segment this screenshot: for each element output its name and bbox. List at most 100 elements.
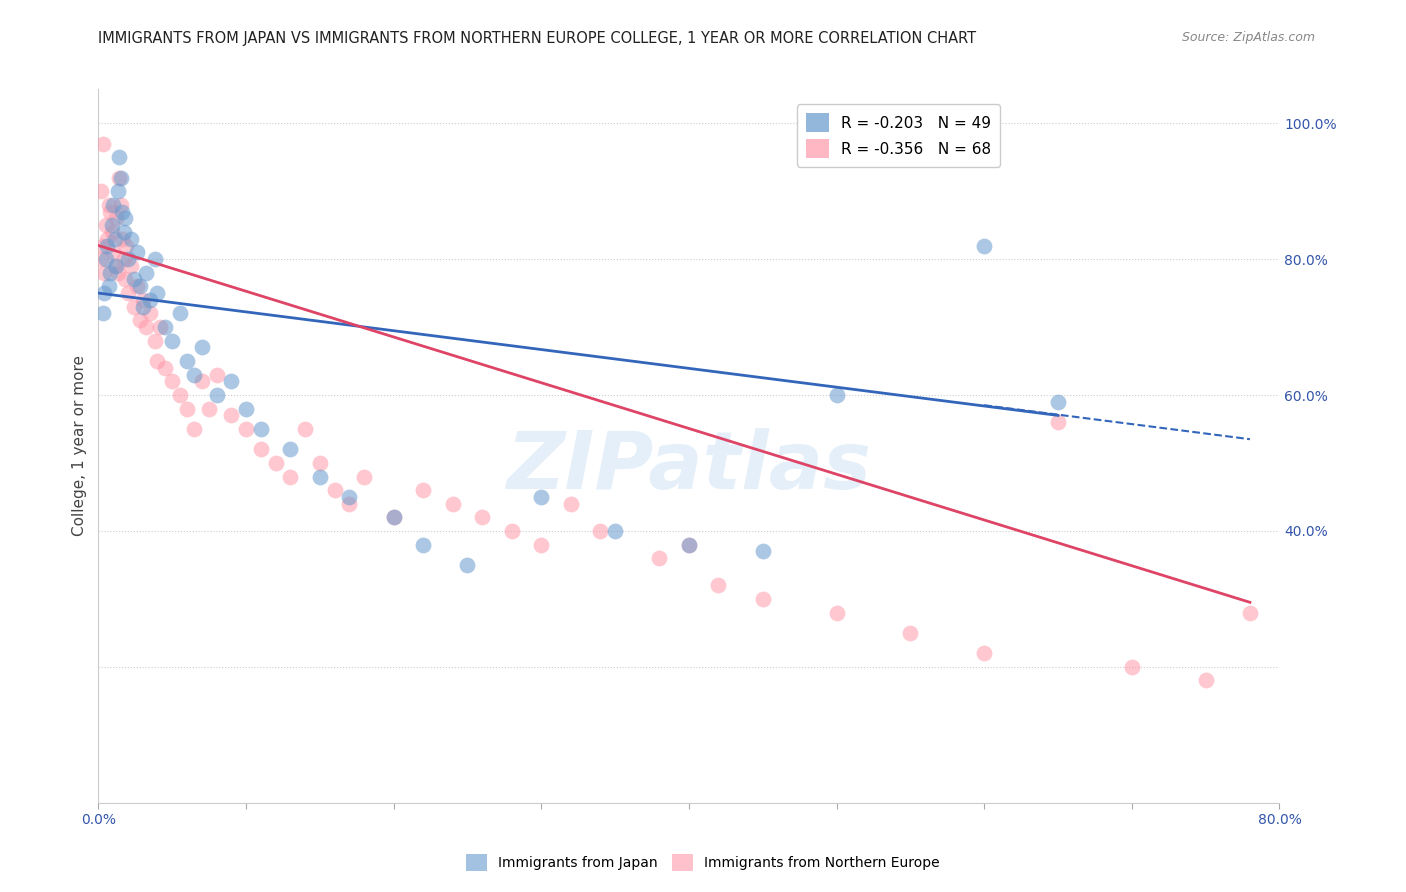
Point — [250, 442, 273, 457]
Point — [412, 483, 434, 498]
Point — [162, 334, 183, 348]
Point — [90, 252, 112, 266]
Point — [112, 252, 135, 266]
Point — [605, 524, 627, 538]
Point — [183, 368, 205, 382]
Point — [501, 524, 523, 538]
Point — [382, 510, 405, 524]
Point — [108, 170, 131, 185]
Point — [309, 469, 332, 483]
Point — [105, 211, 128, 226]
Point — [110, 198, 132, 212]
Point — [162, 375, 183, 389]
Point — [122, 300, 145, 314]
Point — [1046, 415, 1069, 429]
Point — [143, 334, 166, 348]
Point — [91, 238, 114, 252]
Point — [90, 184, 112, 198]
Point — [560, 497, 582, 511]
Point — [169, 306, 191, 320]
Point — [110, 170, 132, 185]
Point — [91, 136, 114, 151]
Point — [143, 252, 166, 266]
Point — [100, 225, 122, 239]
Point — [93, 286, 115, 301]
Point — [648, 551, 671, 566]
Point — [114, 211, 136, 226]
Point — [125, 245, 148, 260]
Point — [1195, 673, 1218, 688]
Text: Source: ZipAtlas.com: Source: ZipAtlas.com — [1181, 31, 1315, 45]
Legend: R = -0.203   N = 49, R = -0.356   N = 68: R = -0.203 N = 49, R = -0.356 N = 68 — [797, 104, 1000, 167]
Point — [250, 422, 273, 436]
Point — [135, 320, 157, 334]
Point — [191, 375, 214, 389]
Point — [309, 456, 332, 470]
Point — [96, 238, 118, 252]
Point — [530, 490, 553, 504]
Point — [264, 456, 287, 470]
Point — [122, 272, 145, 286]
Point — [91, 306, 114, 320]
Point — [339, 490, 360, 504]
Point — [97, 279, 120, 293]
Point — [108, 150, 131, 164]
Point — [278, 442, 302, 457]
Point — [278, 469, 302, 483]
Point — [104, 232, 127, 246]
Point — [94, 218, 117, 232]
Point — [111, 232, 134, 246]
Point — [107, 184, 129, 198]
Point — [825, 606, 848, 620]
Point — [235, 401, 257, 416]
Point — [125, 279, 148, 293]
Point — [825, 388, 848, 402]
Point — [471, 510, 494, 524]
Point — [117, 252, 139, 266]
Point — [120, 259, 142, 273]
Point — [114, 272, 136, 286]
Text: ZIPatlas: ZIPatlas — [506, 428, 872, 507]
Point — [530, 537, 553, 551]
Point — [104, 259, 127, 273]
Point — [149, 320, 172, 334]
Point — [128, 279, 150, 293]
Point — [94, 252, 117, 266]
Point — [205, 368, 228, 382]
Point — [1046, 394, 1069, 409]
Point — [139, 306, 162, 320]
Point — [589, 524, 612, 538]
Point — [973, 646, 995, 660]
Point — [441, 497, 464, 511]
Text: IMMIGRANTS FROM JAPAN VS IMMIGRANTS FROM NORTHERN EUROPE COLLEGE, 1 YEAR OR MORE: IMMIGRANTS FROM JAPAN VS IMMIGRANTS FROM… — [98, 31, 977, 46]
Point — [132, 293, 155, 307]
Point — [183, 422, 205, 436]
Legend: Immigrants from Japan, Immigrants from Northern Europe: Immigrants from Japan, Immigrants from N… — [461, 848, 945, 876]
Point — [120, 232, 142, 246]
Point — [900, 626, 922, 640]
Point — [105, 259, 128, 273]
Point — [98, 204, 121, 219]
Point — [112, 225, 135, 239]
Point — [128, 313, 150, 327]
Point — [678, 537, 700, 551]
Point — [678, 537, 700, 551]
Point — [235, 422, 257, 436]
Point — [191, 341, 214, 355]
Point — [219, 409, 242, 423]
Point — [97, 198, 120, 212]
Point — [93, 266, 115, 280]
Point — [117, 286, 139, 301]
Point — [135, 266, 157, 280]
Point — [103, 198, 125, 212]
Point — [98, 266, 121, 280]
Point — [1239, 606, 1261, 620]
Point — [219, 375, 242, 389]
Point — [412, 537, 434, 551]
Point — [111, 204, 134, 219]
Point — [353, 469, 375, 483]
Point — [323, 483, 346, 498]
Point — [153, 360, 176, 375]
Point — [132, 300, 155, 314]
Point — [176, 354, 198, 368]
